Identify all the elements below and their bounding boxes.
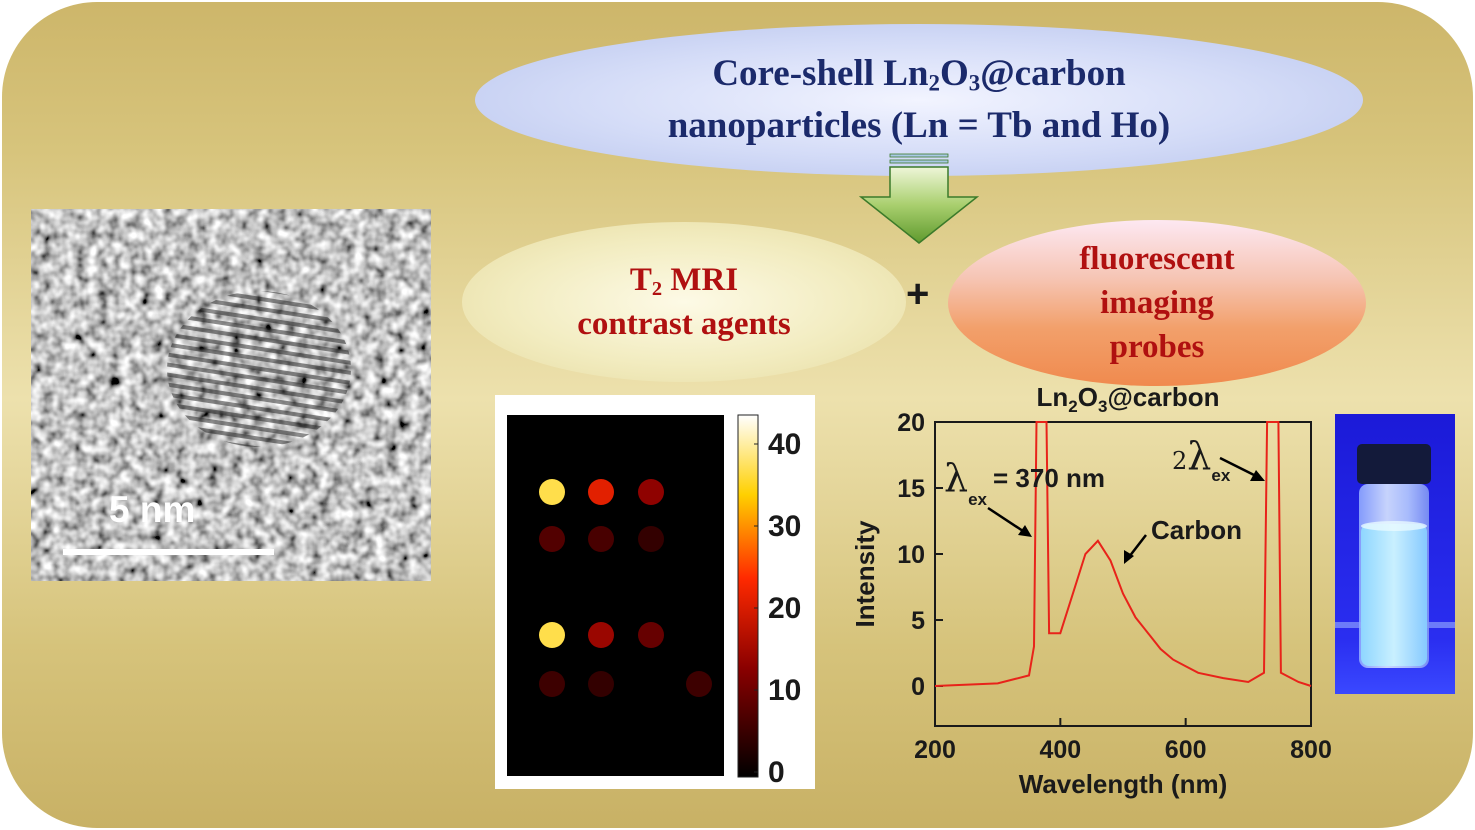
mri-spot xyxy=(588,622,614,648)
plus-sign: + xyxy=(906,272,930,316)
x-tick-label: 800 xyxy=(1290,736,1332,764)
tem-micrograph: 5 nm xyxy=(31,209,431,581)
mri-spot xyxy=(588,479,614,505)
carbon-annotation: Carbon xyxy=(1151,515,1242,545)
chart-title-c: @carbon xyxy=(1107,382,1219,412)
lambda-arrow-icon xyxy=(987,506,1027,535)
fluor-line-2: imaging xyxy=(1100,285,1214,321)
colorbar-tick-label: 40 xyxy=(768,428,801,461)
y-tick-label: 20 xyxy=(897,409,925,437)
vial-liquid xyxy=(1361,524,1427,666)
title-text-a: Core-shell Ln xyxy=(712,53,929,94)
colorbar-tick-label: 30 xyxy=(768,510,801,543)
mri-spot xyxy=(638,622,664,648)
y-tick-label: 15 xyxy=(897,475,925,503)
fluorescence-spectrum-chart: Ln2O3@carbon 200 400 600 800 0 5 10 15 20 Intens… xyxy=(840,375,1340,805)
lambda-value: = 370 nm xyxy=(993,463,1105,493)
mri-spot xyxy=(539,526,565,552)
mri-map: 40 30 20 10 0 xyxy=(495,395,815,789)
mri-spot xyxy=(638,526,664,552)
carbon-arrowhead-icon xyxy=(1124,550,1134,564)
title-ellipse: Core-shell Ln2O3@carbon nanoparticles (L… xyxy=(475,24,1363,176)
chart-title-sub2: 3 xyxy=(1098,397,1107,416)
x-tick-label: 200 xyxy=(914,736,956,764)
y-axis-label: Intensity xyxy=(850,520,880,627)
title-line-2: nanoparticles (Ln = Tb and Ho) xyxy=(667,105,1171,146)
mri-spot xyxy=(539,479,565,505)
mri-spot xyxy=(686,671,712,697)
chart-title-a: Ln xyxy=(1037,382,1069,412)
title-subscript-3: 3 xyxy=(968,70,981,96)
tem-image: 5 nm xyxy=(31,209,431,581)
scale-label: 5 nm xyxy=(109,489,195,530)
chart-title-b: O xyxy=(1078,382,1098,412)
title-line-1: Core-shell Ln2O3@carbon xyxy=(712,48,1125,100)
phantom-background xyxy=(507,415,724,776)
plot-frame xyxy=(934,421,1312,727)
lambda-sub: ex xyxy=(968,490,987,509)
mri-map-svg: 40 30 20 10 0 xyxy=(507,414,801,789)
chart-title: Ln2O3@carbon xyxy=(1037,382,1220,416)
vial-svg xyxy=(1335,414,1455,694)
mri-line-2: contrast agents xyxy=(577,306,791,342)
scale-bar xyxy=(63,549,274,555)
mri-spot xyxy=(539,671,565,697)
title-subscript-2: 2 xyxy=(928,70,940,96)
fluorescent-vial-photo xyxy=(1335,414,1455,694)
x-axis-label: Wavelength (nm) xyxy=(1019,769,1227,799)
mri-spot xyxy=(539,622,565,648)
two-lambda-symbol: λ xyxy=(1187,434,1211,478)
spectrum-line xyxy=(934,421,1312,687)
two-lambda-arrowhead-icon xyxy=(1250,470,1265,481)
mri-line-1: T2 MRI xyxy=(630,258,738,302)
title-text-c: @carbon xyxy=(980,53,1126,94)
mri-spot xyxy=(638,479,664,505)
down-arrow-icon xyxy=(858,153,980,244)
vial-cap-icon xyxy=(1357,444,1431,484)
x-tick-label: 400 xyxy=(1039,736,1081,764)
two-lambda-sub: ex xyxy=(1211,466,1230,485)
mri-t: T xyxy=(629,262,652,298)
y-tick-label: 0 xyxy=(911,673,925,701)
y-tick-label: 5 xyxy=(911,607,925,635)
fluorescent-probe-ellipse: fluorescent imaging probes xyxy=(948,220,1366,386)
colorbar-tick-label: 0 xyxy=(768,756,785,789)
chart-title-sub1: 2 xyxy=(1068,397,1077,416)
fluor-line-3: probes xyxy=(1109,329,1205,365)
mri-spot xyxy=(588,671,614,697)
x-tick-label: 600 xyxy=(1165,736,1207,764)
mri-subscript: 2 xyxy=(651,278,663,301)
y-tick-label: 10 xyxy=(897,541,925,569)
mri-contrast-ellipse: T2 MRI contrast agents xyxy=(462,222,906,382)
colorbar xyxy=(737,414,759,778)
lambda-symbol: λ xyxy=(944,456,968,500)
title-text-b: O xyxy=(939,53,969,94)
colorbar-tick-label: 20 xyxy=(768,592,801,625)
two-lambda-annotation: 2λex xyxy=(1172,434,1231,485)
lambda-ex-annotation: λex = 370 nm xyxy=(944,456,1105,509)
fluor-line-1: fluorescent xyxy=(1079,241,1235,277)
two-lambda-arrow-icon xyxy=(1219,456,1259,479)
lambda-arrowhead-icon xyxy=(1018,525,1032,537)
two-prefix: 2 xyxy=(1172,447,1187,475)
colorbar-tick-label: 10 xyxy=(768,674,801,707)
carbon-arrow-icon xyxy=(1128,534,1147,558)
mri-text: MRI xyxy=(662,262,739,298)
mri-spot xyxy=(588,526,614,552)
